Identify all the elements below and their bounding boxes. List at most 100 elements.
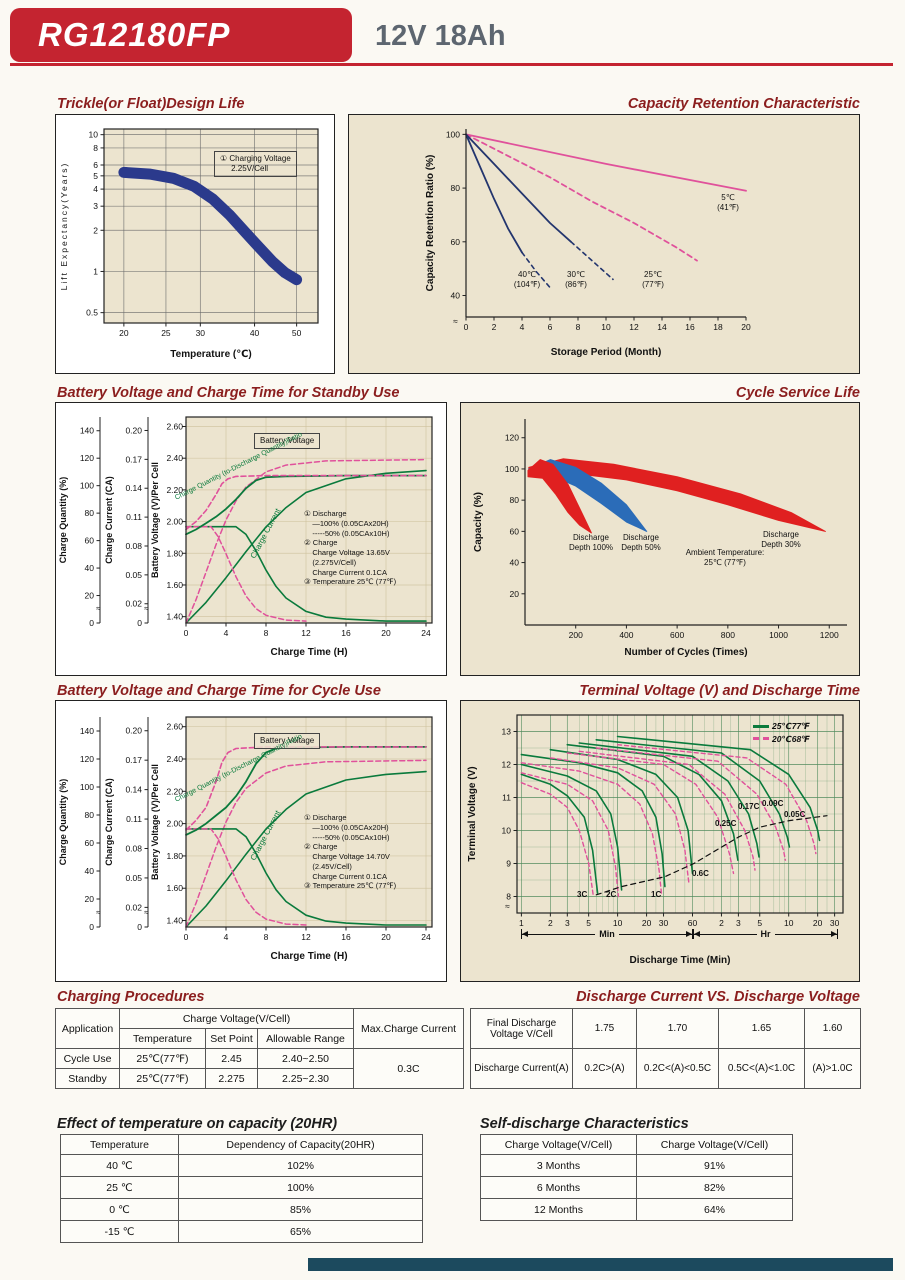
series-charge-current-100	[185, 525, 427, 622]
y-tick-label: 120	[80, 453, 94, 463]
x-tick-label: 20	[642, 918, 652, 928]
plot-background	[466, 129, 746, 317]
hr-range-arrow: Hr	[693, 929, 838, 939]
x-tick-label: 25	[161, 328, 171, 338]
x-tick-label: 2	[492, 322, 497, 332]
series-charge-quantity-50	[185, 759, 427, 928]
plot-frame	[516, 714, 844, 914]
label-5c: 5℃ (41℉)	[717, 193, 739, 212]
y-axis-title: Capacity Retention Ratio (%)	[425, 155, 436, 292]
y-tick-label: 0	[137, 618, 142, 628]
table-cell: 82%	[636, 1176, 793, 1199]
y-tick-label: 0.5	[86, 308, 98, 318]
y-tick-label: 60	[451, 237, 461, 247]
table-cell: Final Discharge Voltage V/Cell	[470, 1008, 573, 1049]
y-tick-label: 4	[93, 184, 98, 194]
series-20C-0.17C	[578, 750, 756, 871]
min-label: Min	[599, 929, 615, 939]
y-tick-label: 40	[510, 558, 520, 568]
curve-label-009c: 0.09C	[762, 799, 784, 808]
y-tick-label: 140	[80, 726, 94, 736]
legend-line-green	[753, 724, 769, 728]
table-cell: 0.3C	[353, 1048, 465, 1089]
arrow-line	[774, 930, 838, 937]
label-battery-voltage: Battery Voltage	[254, 733, 321, 749]
x-tick-label: 40	[250, 328, 260, 338]
x-tick-label: 20	[381, 932, 391, 942]
series-charge-current-100	[185, 828, 427, 926]
title-charging-procedures: Charging Procedures	[57, 989, 205, 1005]
series-charge-current-50	[185, 525, 307, 622]
x-tick-label: 2	[719, 918, 724, 928]
y-tick-label: 0.20	[125, 425, 142, 435]
y-tick-label: 1	[93, 266, 98, 276]
table-cell: 1.70	[636, 1008, 719, 1049]
y-tick-label: 8	[93, 143, 98, 153]
axis-break: ≈	[144, 603, 149, 613]
table-cell: 0.2C>(A)	[572, 1048, 637, 1089]
x-tick-label: 12	[629, 322, 639, 332]
y-tick-label: 10	[502, 826, 512, 836]
series-20C-0.25C	[566, 752, 735, 875]
y-tick-label: 0.14	[125, 483, 142, 493]
y-tick-label: 1.60	[166, 580, 183, 590]
title-design-life: Trickle(or Float)Design Life	[57, 96, 245, 112]
y-tick-label: 11	[502, 793, 511, 803]
y-tick-label: 0.17	[125, 454, 142, 464]
y-tick-label: 10	[89, 130, 99, 140]
table-cell: 25℃(77℉)	[119, 1048, 206, 1069]
series-20C-0.6C	[549, 757, 690, 885]
y-tick-label: 40	[451, 291, 461, 301]
x-tick-label: 0	[464, 322, 469, 332]
capacity-retention-plot: 0 2 4 6 8 10 12 14 16 18 20 100 80 60 40 Capacity Rete…	[425, 129, 751, 358]
series-5C	[465, 133, 747, 192]
y-tick-label: 0.02	[125, 599, 142, 609]
table-cell: 25 ℃	[60, 1176, 179, 1199]
x-tick-label: 18	[713, 322, 723, 332]
curve-label-017c: 0.17C	[738, 802, 760, 811]
charging-procedures-table: Application Charge Voltage(V/Cell) Max.C…	[55, 1008, 465, 1089]
y-tick-label: 13	[502, 727, 512, 737]
chart-legend: ① Discharge —100% (0.05CAx20H) -----50% …	[304, 813, 397, 891]
table-cell: Charge Voltage(V/Cell)	[118, 1008, 355, 1029]
table-cell: 2.45	[205, 1048, 258, 1069]
x-tick-label: 30	[659, 918, 669, 928]
series-dod-100	[527, 459, 592, 534]
title-standby-charge: Battery Voltage and Charge Time for Stan…	[57, 385, 400, 401]
label-dod-50: Discharge Depth 50%	[621, 533, 661, 552]
x-tick-label: 600	[670, 630, 684, 640]
design-life-chart: 20 25 30 40 50 10 8 6 5 4 3 2 1 0.5 Lift Expectancy(Y…	[55, 114, 335, 374]
title-temp-capacity: Effect of temperature on capacity (20HR)	[57, 1116, 338, 1132]
table-cell: 0 ℃	[60, 1198, 179, 1221]
y-tick-label: 100	[80, 782, 94, 792]
y-axis-title-current: Charge Current (CA)	[104, 476, 114, 564]
label-dod-100: Discharge Depth 100%	[568, 533, 614, 552]
x-tick-label: 3	[736, 918, 741, 928]
x-tick-label: 6	[548, 322, 553, 332]
y-axis-title: Lift Expectancy(Years)	[59, 162, 69, 291]
table-cell: Temperature	[60, 1134, 179, 1155]
y-tick-label: 1.80	[166, 851, 183, 861]
x-tick-label: 4	[224, 932, 229, 942]
chart-legend: ① Charging Voltage 2.25V/Cell	[214, 151, 297, 177]
y-tick-label: 60	[510, 526, 520, 536]
x-tick-label: 10	[601, 322, 611, 332]
x-tick-label: 8	[576, 322, 581, 332]
table-cell: 0.5C<(A)<1.0C	[718, 1048, 805, 1089]
temp-capacity-table: Temperature Dependency of Capacity(20HR)…	[60, 1134, 423, 1243]
curve-label-025c: 0.25C	[715, 819, 737, 828]
table-cell: 85%	[178, 1198, 423, 1221]
y-tick-label: 0.14	[125, 785, 142, 795]
cycle-charge-plot: 0 4 8 12 16 20 24 140 120 100 80 60 40 20 0 0.20 0.17 0.1…	[58, 716, 433, 962]
y-tick-label: 2.40	[166, 453, 183, 463]
y-tick-label: 120	[505, 433, 519, 443]
series-25C-0.09C	[595, 738, 791, 848]
table-cell: 100%	[178, 1176, 423, 1199]
table-cell: Max.Charge Current	[353, 1008, 465, 1049]
title-cycle-service-life: Cycle Service Life	[735, 385, 860, 401]
table-cell: Charge Voltage(V/Cell)	[636, 1134, 793, 1155]
y-tick-label: 100	[446, 129, 460, 139]
title-cycle-charge: Battery Voltage and Charge Time for Cycl…	[57, 683, 381, 699]
y-axis-title-voltage: Battery Voltage (V)/Per Cell	[150, 462, 160, 578]
